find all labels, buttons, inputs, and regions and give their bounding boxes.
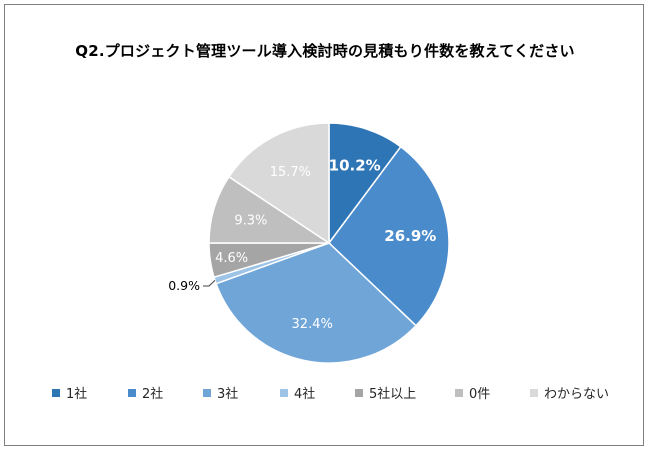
pie-slice-7 [227,122,330,245]
pie-slice-1 [328,122,402,246]
leader-line [203,280,216,287]
slice-label-5: 4.6% [215,251,248,266]
legend-item-2: 2社 [128,383,163,402]
legend: 1社 2社 3社 4社 5社以上 0件 わからない [0,383,650,403]
pie-slice-2 [328,145,450,327]
legend-swatch [455,388,463,397]
legend-swatch [280,388,288,397]
legend-swatch [355,388,363,397]
pie-slice-3 [215,242,418,364]
legend-label: 4社 [294,387,316,402]
legend-item-7: わからない [530,383,609,402]
legend-item-6: 0件 [455,383,490,402]
legend-swatch [530,388,538,397]
slice-label-7: 15.7% [270,165,311,180]
legend-item-1: 1社 [52,383,87,402]
legend-label: 3社 [217,387,239,402]
legend-label: 1社 [66,387,88,402]
slice-label-1: 10.2% [329,157,381,175]
legend-label: 2社 [142,387,164,402]
chart-title: Q2.プロジェクト管理ツール導入検討時の見積もり件数を教えてください [75,42,575,60]
legend-label: 0件 [469,387,491,402]
legend-label: わからない [544,387,610,402]
slice-label-6: 9.3% [234,214,267,229]
legend-item-3: 3社 [203,383,238,402]
legend-swatch [52,388,60,397]
legend-item-5: 5社以上 [355,383,416,402]
slice-label-2: 26.9% [384,227,436,245]
slice-label-3: 32.4% [292,317,333,332]
legend-item-4: 4社 [280,383,315,402]
legend-swatch [203,388,211,397]
legend-label: 5社以上 [369,387,417,402]
legend-swatch [128,388,136,397]
slice-label-4: 0.9% [168,278,200,293]
